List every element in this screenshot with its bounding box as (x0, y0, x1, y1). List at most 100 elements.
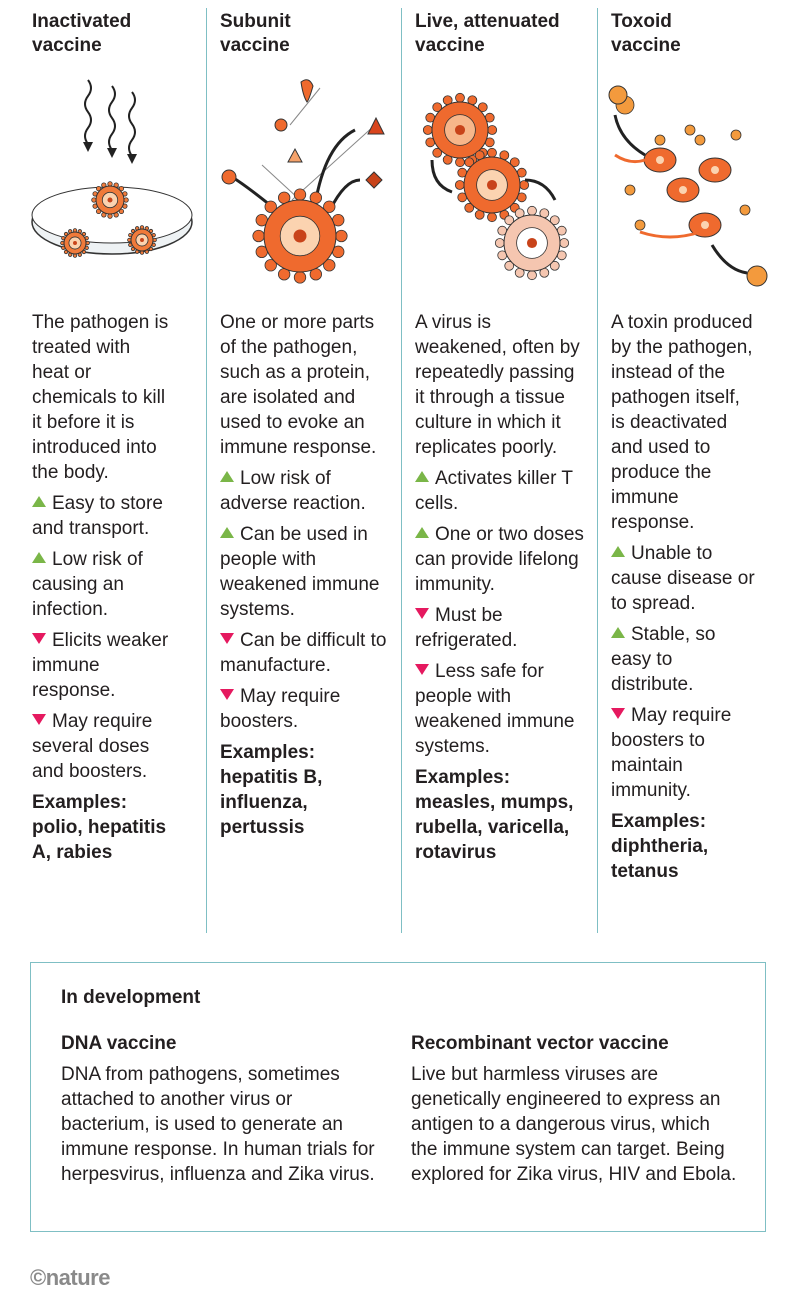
spike (559, 238, 570, 248)
advantage: Activates killer T cells. (415, 466, 587, 516)
development-item: DNA vaccine DNA from pathogens, sometime… (61, 1031, 381, 1187)
heat-wave (84, 79, 92, 145)
examples-text: polio, hepatitis A, rabies (32, 817, 167, 863)
spike (91, 197, 97, 203)
spike (464, 202, 475, 213)
point-text: Elicits weaker immune response. (32, 630, 169, 701)
point-text: Low risk of causing an infection. (32, 549, 143, 620)
down-triangle (220, 689, 234, 700)
spike (477, 102, 488, 113)
flagellum (614, 153, 701, 239)
point-text: Unable to cause disease or to spread. (611, 543, 755, 614)
column-title: Live, attenuated vaccine (415, 11, 560, 56)
spike (527, 205, 537, 216)
bacterium-core (711, 166, 719, 174)
disadvantage: May require boosters to maintain immunit… (611, 703, 756, 803)
toxin (684, 124, 696, 136)
examples-text: diphtheria, tetanus (611, 836, 709, 882)
spike (293, 271, 307, 284)
item-text: DNA from pathogens, sometimes attached t… (61, 1064, 375, 1185)
point-text: Low risk of adverse reaction. (220, 468, 366, 514)
advantage: Low risk of causing an infection. (32, 547, 172, 622)
toxin (634, 219, 646, 231)
spike (432, 147, 443, 158)
bacterium-core (656, 156, 664, 164)
particle (367, 116, 385, 135)
examples: Examples: polio, hepatitis A, rabies (32, 790, 172, 865)
particle (287, 147, 303, 163)
virus-center (526, 237, 538, 249)
arrow (524, 178, 557, 201)
spike (549, 260, 560, 271)
examples-label: Examples: (220, 742, 316, 763)
point-text: May require several doses and boosters. (32, 711, 153, 782)
down-triangle (32, 633, 46, 644)
disadvantage: Elicits weaker immune response. (32, 628, 172, 703)
down-triangle (220, 633, 234, 644)
spike (549, 215, 560, 226)
particle (221, 169, 237, 185)
point-text: May require boosters. (220, 686, 341, 732)
up-triangle (415, 471, 429, 482)
point-text: May require boosters to maintain immunit… (611, 705, 732, 801)
column-title: Subunit vaccine (220, 11, 291, 56)
divider (206, 8, 207, 933)
point-text: Must be refrigerated. (415, 605, 518, 651)
examples-label: Examples: (415, 767, 511, 788)
arrow (710, 244, 748, 275)
column-title: Inactivated vaccine (32, 11, 132, 56)
arrow (313, 128, 356, 206)
spike (264, 259, 277, 272)
divider (597, 8, 598, 933)
advantage: Can be used in people with weakened immu… (220, 522, 392, 622)
down-triangle (415, 664, 429, 675)
spike (487, 147, 497, 158)
stem (291, 124, 376, 201)
up-triangle (611, 546, 625, 557)
stem (289, 87, 321, 126)
column-title: Toxoid vaccine (611, 11, 681, 56)
spike (123, 197, 129, 203)
toxin (694, 134, 706, 146)
spike (95, 208, 102, 215)
advantage: Unable to cause disease or to spread. (611, 541, 756, 616)
illustrations (31, 79, 768, 287)
disadvantage: Must be refrigerated. (415, 603, 587, 653)
advantage: One or two doses can provide lifelong im… (415, 522, 587, 597)
examples-label: Examples: (32, 792, 128, 813)
point-text: Easy to store and transport. (32, 493, 163, 539)
examples-label: Examples: (611, 811, 707, 832)
item-title: Recombinant vector vaccine (411, 1033, 669, 1054)
examples: Examples: hepatitis B, influenza, pertuss… (220, 740, 392, 840)
virus-center (140, 238, 144, 242)
up-triangle (32, 496, 46, 507)
spike (335, 229, 348, 243)
spike (107, 213, 113, 219)
advantage: Low risk of adverse reaction. (220, 466, 392, 516)
column-body: One or more parts of the pathogen, such … (220, 310, 392, 846)
particle (300, 79, 314, 103)
toxin (730, 129, 742, 141)
particle (274, 118, 288, 132)
heat-wave (128, 91, 136, 157)
toxin (746, 265, 768, 287)
spike (118, 208, 125, 215)
spike (432, 102, 443, 113)
particle (365, 171, 383, 189)
arrow-head (107, 148, 117, 158)
examples-text: measles, mumps, rubella, varicella, rota… (415, 792, 574, 863)
disadvantage: Less safe for people with weakened immun… (415, 659, 587, 759)
toxin (624, 184, 636, 196)
description: A virus is weakened, often by repeatedly… (415, 312, 580, 458)
column-body: A virus is weakened, often by repeatedly… (415, 310, 587, 871)
spike (95, 185, 102, 192)
arrow (613, 114, 646, 157)
spike (494, 238, 505, 248)
spike (455, 92, 465, 103)
spike (504, 260, 515, 271)
spike (487, 212, 497, 223)
point-text: One or two doses can provide lifelong im… (415, 524, 584, 595)
column-body: The pathogen is treated with heat or che… (32, 310, 172, 871)
